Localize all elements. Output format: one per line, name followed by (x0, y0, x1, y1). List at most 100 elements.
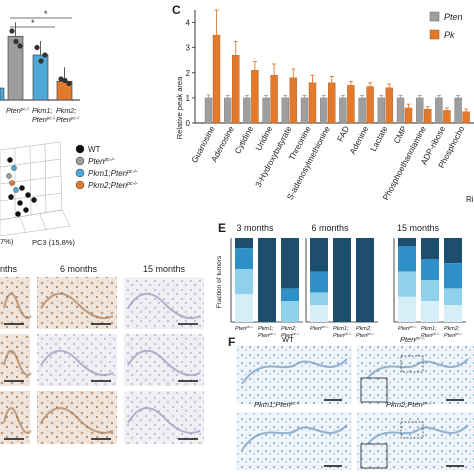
pca-point (6, 173, 12, 179)
ihc-image (124, 391, 204, 444)
pca-point (25, 192, 31, 198)
panel-e-segment (444, 263, 462, 289)
ihc-image (0, 334, 32, 386)
panel-a-sig-brackets: * * (10, 9, 72, 28)
legend-label-pten: Pten (444, 12, 463, 22)
panel-c-cut-label: Ri (466, 195, 474, 204)
histology-image (357, 346, 474, 404)
panel-e-segment (333, 238, 351, 322)
pca-point (8, 194, 14, 200)
panel-e-bar-label-line2: Ptenpc-/- (333, 332, 352, 339)
panel-e-segment (281, 301, 299, 322)
panel-c-y-tick-label: 1 (186, 94, 191, 103)
panel-c-bar (424, 108, 432, 124)
panel-c-bar (396, 97, 405, 124)
panel-e-bar-label: Pkm2; (356, 326, 372, 332)
panel-e-group-title: 6 months (311, 223, 349, 233)
pca-axis-2-label: PC3 (15.8%) (32, 238, 75, 247)
panel-e-segment (421, 280, 439, 301)
sig-star-1: * (44, 9, 48, 19)
inset-marker (400, 355, 424, 373)
panel-c-bar (320, 97, 328, 124)
pca-point (13, 187, 19, 193)
panel-e-bar-label-line2: Ptenpc-/- (281, 332, 300, 339)
panel-e-segment (310, 238, 328, 272)
pca-point (19, 185, 25, 191)
panel-c-x-label: FAD (335, 124, 351, 143)
panel-c-y-tick-label: 0 (186, 119, 191, 128)
panel-e-segment (421, 238, 439, 259)
panel-a-bar-partial (0, 87, 5, 101)
ihc-image (124, 277, 204, 329)
panel-e-bar-label: Pkm2; (444, 326, 460, 332)
panel-e-group-title: 3 months (236, 223, 274, 233)
histology-image (236, 346, 352, 404)
pca-legend-label: Ptenpc-/- (88, 157, 115, 166)
panel-b: 7%) PC3 (15.8%) WT Ptenpc-/- Pkm1;Ptenpc-/… (0, 141, 138, 247)
panel-c-bars (204, 9, 470, 124)
panel-e-bar-label: Ptenpc-/- (398, 325, 417, 332)
panel-c-bar (231, 55, 240, 124)
panel-e-segment (398, 271, 416, 297)
pca-point (11, 165, 17, 171)
pca-legend-label: Pkm1;Ptenpc-/- (88, 169, 138, 178)
pca-legend-marker (75, 180, 85, 190)
ihc-image (0, 391, 32, 444)
panel-e-segment (310, 305, 328, 322)
panel-c-bar (435, 97, 443, 124)
panel-c: C Relative peak area 0 1 2 3 4 GuanosineAden… (172, 3, 474, 204)
panel-c-bar (262, 97, 270, 124)
panel-c-bar (223, 97, 232, 124)
panel-a: * * Ptenpc-/- Pkm1;Ptenpc-/-Pkm2;Ptenpc-/… (0, 9, 81, 124)
panel-c-bar (377, 97, 385, 124)
ihc-image (37, 334, 117, 386)
panel-c-y-tick-label: 3 (186, 44, 191, 53)
histology-label: Pkm2;Ptenpc-/- (386, 400, 433, 409)
panel-a-dot (17, 43, 23, 49)
legend-label-pk: Pk (444, 30, 455, 40)
panel-e-segment (281, 238, 299, 289)
panel-e-segment (310, 271, 328, 293)
panel-c-bar (204, 97, 213, 124)
panel-a-dot (62, 77, 68, 84)
panel-a-dot (66, 80, 72, 87)
panel-e-segment (444, 288, 462, 306)
panel-c-bar (366, 86, 374, 124)
panel-a-group-label-line2: Ptenpc-/- (56, 115, 81, 124)
panel-c-bar (300, 97, 309, 124)
pca-legend-label: WT (88, 145, 101, 154)
panel-c-y-label: Relative peak area (175, 76, 184, 139)
panel-e-segment (398, 238, 416, 247)
histology-label: WT (282, 335, 294, 344)
panel-e-bar-label: Pkm1; (421, 326, 437, 332)
panel-c-x-label: Cytidine (232, 124, 255, 156)
panel-c-x-label: CMP (391, 124, 409, 145)
panel-c-bar (462, 111, 470, 124)
panel-c-bar (212, 34, 221, 124)
panel-c-bar (358, 97, 366, 124)
pca-legend-marker (75, 168, 85, 178)
panel-c-bar (443, 110, 451, 124)
panel-c-bar (404, 107, 413, 124)
ihc-image (124, 334, 204, 386)
pca-3d-grid (0, 141, 71, 237)
panel-e-segment (421, 259, 439, 280)
panel-c-x-label: Lactate (368, 124, 390, 153)
panel-c-bar (243, 97, 251, 124)
panel-a-dot (9, 28, 15, 34)
panel-c-bar (347, 85, 355, 124)
panel-d-header-1: nths (0, 264, 18, 274)
inset-marker (400, 421, 424, 439)
inset-image (360, 443, 388, 469)
panel-c-x-labels: GuanosineAdenosineCytidineUridine3-Hydro… (189, 124, 466, 202)
panel-c-bar (385, 87, 393, 124)
panel-e-segment (444, 305, 462, 322)
panel-label-e: E (218, 221, 226, 235)
panel-c-bar (281, 97, 289, 124)
panel-e-y-label: Fraction of tumors (216, 255, 223, 308)
panel-e-segment (235, 248, 253, 270)
pca-point (15, 211, 21, 217)
histology-label: Pkm1;Ptenpc-/- (254, 400, 301, 409)
panel-c-bar (251, 70, 259, 124)
